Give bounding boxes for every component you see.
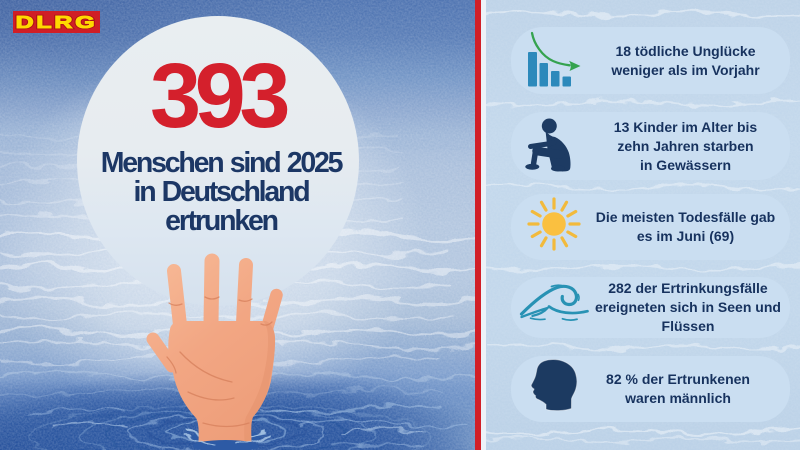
svg-text:DLRG: DLRG	[16, 13, 98, 33]
svg-text:DLRG: DLRG	[16, 13, 98, 33]
